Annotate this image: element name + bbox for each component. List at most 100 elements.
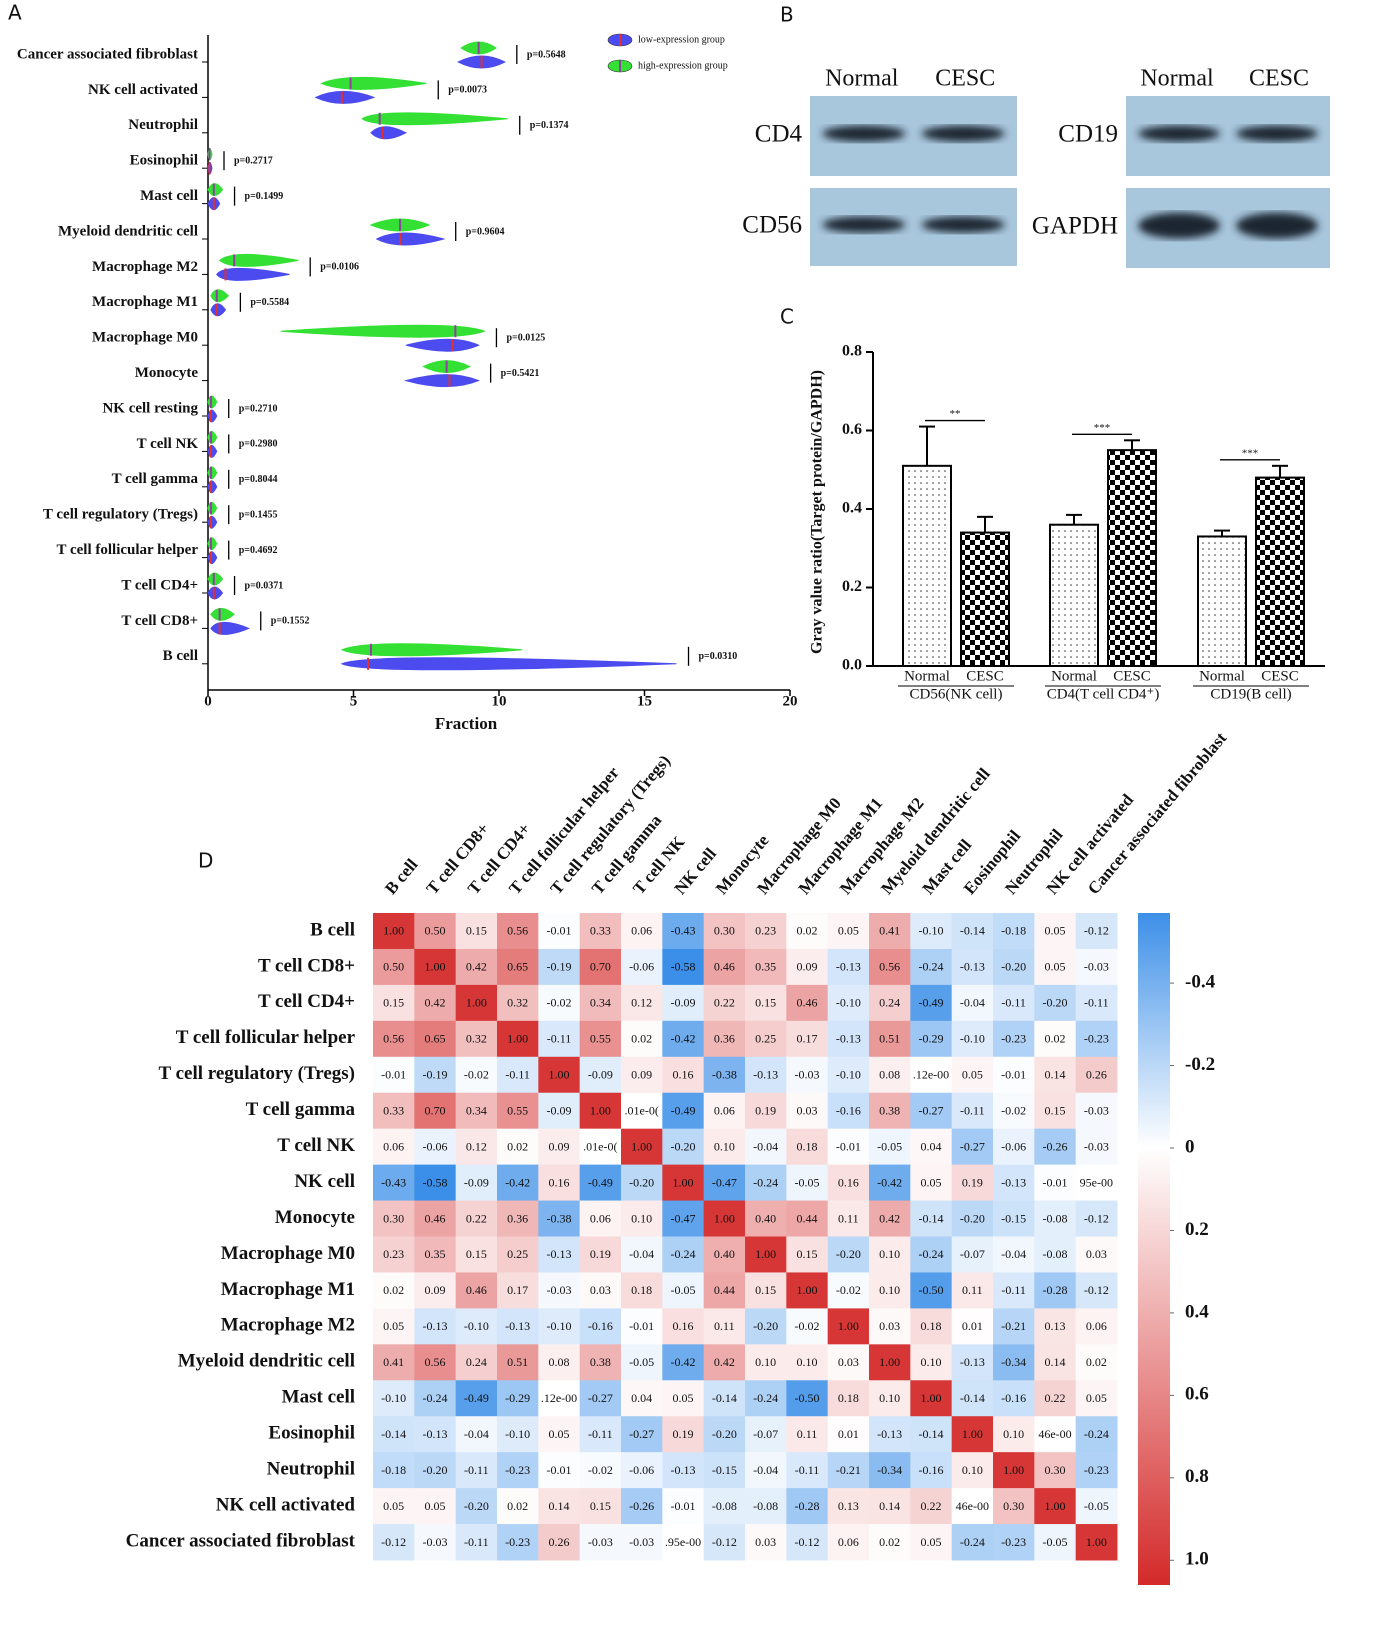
cell-label: 0.18 (838, 1391, 859, 1405)
cell-label: -0.05 (671, 1283, 696, 1297)
cell-label: 0.56 (879, 960, 900, 974)
cell-label: -0.14 (960, 924, 985, 938)
p-value: p=0.5648 (527, 49, 566, 60)
cell (621, 1092, 663, 1130)
cell (786, 1308, 829, 1345)
cell-label: -0.24 (423, 1391, 448, 1405)
cell-label: 0.05 (425, 1499, 446, 1513)
cell-label: 0.26 (549, 1535, 570, 1549)
band (1236, 212, 1318, 239)
cell-label: -0.09 (547, 1103, 572, 1117)
cell-label: -0.11 (547, 1032, 572, 1046)
cell (579, 1308, 622, 1345)
cell-label: -0.05 (629, 1355, 654, 1369)
cell (951, 1056, 994, 1094)
cell (910, 1380, 953, 1417)
x-tick-label: 10 (492, 693, 507, 709)
category-label: T cell gamma (112, 471, 199, 487)
cell (745, 913, 787, 950)
cell (538, 1452, 581, 1489)
category-label: Myeloid dendritic cell (58, 223, 198, 239)
cell-label: 0.08 (879, 1068, 900, 1082)
cell-label: -0.13 (877, 1427, 902, 1441)
band (1236, 125, 1318, 142)
cell-label: -0.19 (547, 960, 572, 974)
cell (1075, 1020, 1118, 1058)
cell (951, 1344, 994, 1381)
cell-label: -0.03 (1084, 1103, 1109, 1117)
cell-label: -0.42 (671, 1032, 696, 1046)
p-value: p=0.1552 (271, 616, 310, 627)
cell-label: 0.25 (507, 1247, 528, 1261)
cell (951, 913, 994, 950)
cell (455, 1488, 498, 1525)
cell-label: 0.05 (1086, 1391, 1107, 1405)
colorbar-tick-label: 0.2 (1185, 1219, 1209, 1240)
cell (455, 1200, 498, 1237)
cell-label: -0.11 (960, 1103, 985, 1117)
cell-label: -0.01 (547, 1463, 572, 1477)
cell-label: 0.09 (797, 960, 818, 974)
cell (579, 1092, 622, 1130)
row-label: Mast cell (282, 1387, 355, 1408)
cell-label: 0.17 (507, 1283, 528, 1297)
cell (662, 1200, 705, 1237)
cell (993, 1236, 1035, 1273)
cell-label: .01e-0( (625, 1103, 659, 1117)
cell (1075, 1308, 1118, 1345)
cell-label: -0.12 (712, 1535, 737, 1549)
cell (1034, 1272, 1077, 1309)
cell (621, 1236, 663, 1273)
cell-label: -0.01 (1043, 1175, 1068, 1189)
cell-label: -0.13 (423, 1319, 448, 1333)
cell (910, 1272, 953, 1309)
category-label: B cell (163, 648, 198, 664)
cell (1034, 1344, 1077, 1381)
cell-label: -0.13 (753, 1068, 778, 1082)
cell (827, 1236, 870, 1273)
cell-label: -0.03 (795, 1068, 820, 1082)
category-label: Neutrophil (128, 117, 198, 133)
cell-label: 0.35 (755, 960, 776, 974)
cell-label: -0.20 (960, 1211, 985, 1225)
cell (745, 1092, 787, 1130)
cell-label: 0.22 (921, 1499, 942, 1513)
cell-label: 0.03 (1086, 1247, 1107, 1261)
cell-label: 0.30 (714, 924, 735, 938)
group-label: CESC (1113, 668, 1151, 684)
cell (1034, 1488, 1077, 1525)
cell (1034, 1524, 1077, 1561)
significance: *** (1094, 422, 1111, 434)
cell-label: 0.22 (1045, 1391, 1066, 1405)
cell (869, 1452, 911, 1489)
cell-label: 0.46 (714, 960, 735, 974)
cell (993, 1308, 1035, 1345)
cell (869, 1056, 911, 1094)
cell (538, 1200, 581, 1237)
cell-label: -0.49 (919, 996, 944, 1010)
cell (662, 948, 705, 986)
cell (621, 1164, 663, 1202)
cell (993, 948, 1035, 986)
cell (373, 1416, 415, 1453)
cell-label: 0.09 (549, 1139, 570, 1153)
cell (497, 984, 539, 1022)
cell-label: -0.04 (960, 996, 985, 1010)
cell-label: -0.12 (795, 1535, 820, 1549)
cell (538, 1272, 581, 1309)
row-label: T cell gamma (246, 1099, 356, 1120)
cell (1034, 1020, 1077, 1058)
cell-label: -0.11 (1084, 996, 1109, 1010)
cell-label: 0.38 (590, 1355, 611, 1369)
row-label: T cell CD4+ (258, 991, 355, 1012)
cell-label: -0.20 (753, 1319, 778, 1333)
cell (662, 913, 705, 950)
row-label: Macrophage M1 (221, 1279, 355, 1300)
cell (579, 913, 622, 950)
cell-label: 0.12 (631, 996, 652, 1010)
cell (414, 1488, 457, 1525)
cell-label: 1.00 (673, 1175, 694, 1189)
violin (207, 395, 218, 409)
cell (538, 1164, 581, 1202)
cell (497, 1452, 539, 1489)
